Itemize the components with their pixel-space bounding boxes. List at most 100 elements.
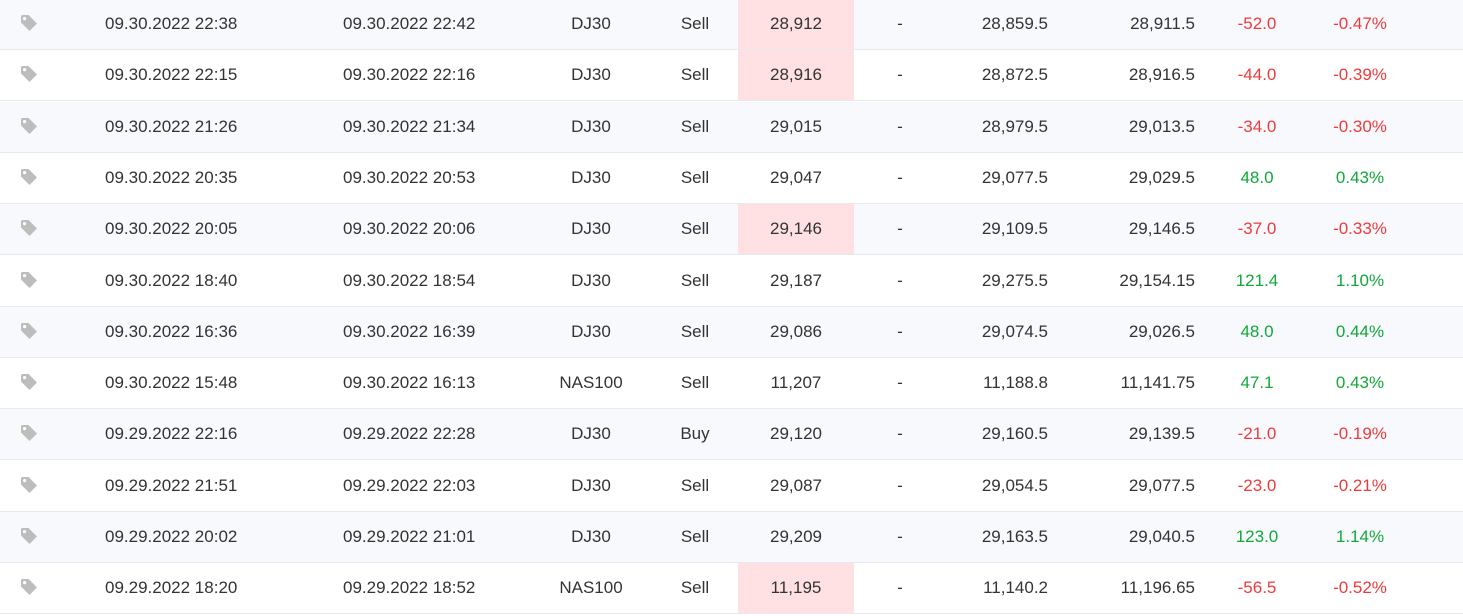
tag-button[interactable] bbox=[16, 307, 42, 357]
table-row[interactable]: 09.29.2022 20:02 09.29.2022 21:01 DJ30 Sell… bbox=[0, 512, 1463, 563]
tag-button[interactable] bbox=[16, 512, 42, 562]
open-price-cell: 11,207 bbox=[770, 373, 822, 393]
pips-cell: 48.0 bbox=[1240, 321, 1274, 341]
close-price-cell: 29,026.5 bbox=[1128, 321, 1195, 341]
open-price-cell: 29,087 bbox=[770, 475, 822, 495]
table-row[interactable]: 09.30.2022 16:36 09.30.2022 16:39 DJ30 Sell… bbox=[0, 306, 1463, 358]
tag-button[interactable] bbox=[16, 0, 42, 49]
symbol-cell: DJ30 bbox=[571, 116, 611, 136]
take-profit-cell: 28,872.5 bbox=[981, 65, 1048, 85]
table-row[interactable]: 09.29.2022 22:16 09.29.2022 22:28 DJ30 Buy 2… bbox=[0, 409, 1463, 461]
close-date-cell: 09.29.2022 22:28 bbox=[343, 424, 476, 444]
tag-icon bbox=[21, 220, 37, 237]
close-price-cell: 28,911.5 bbox=[1130, 14, 1195, 33]
close-date-cell: 09.30.2022 18:54 bbox=[343, 270, 476, 290]
table-row[interactable]: 09.30.2022 18:40 09.30.2022 18:54 DJ30 Sell… bbox=[0, 256, 1463, 307]
gain-cell: 0.43% bbox=[1335, 167, 1385, 187]
tag-icon bbox=[21, 117, 37, 134]
take-profit-cell: 29,109.5 bbox=[981, 219, 1048, 239]
open-price-cell: 11,195 bbox=[738, 563, 854, 614]
open-price-cell: 29,047 bbox=[770, 167, 822, 187]
symbol-cell: DJ30 bbox=[571, 167, 611, 187]
stop-loss-cell: - bbox=[897, 270, 903, 290]
stop-loss-cell: - bbox=[897, 14, 903, 33]
pips-cell: -52.0 bbox=[1237, 14, 1277, 33]
table-row[interactable]: 09.30.2022 20:35 09.30.2022 20:53 DJ30 Sell… bbox=[0, 153, 1463, 204]
gain-cell: 1.10% bbox=[1335, 270, 1385, 290]
table-row[interactable]: 09.30.2022 22:38 09.30.2022 22:42 DJ30 Sell… bbox=[0, 0, 1463, 50]
open-price-cell: 29,209 bbox=[770, 527, 822, 546]
close-price-cell: 29,029.5 bbox=[1128, 167, 1195, 187]
stop-loss-cell: - bbox=[897, 219, 903, 239]
tag-button[interactable] bbox=[16, 102, 42, 152]
open-date-cell: 09.30.2022 22:38 bbox=[105, 14, 238, 33]
stop-loss-cell: - bbox=[897, 424, 903, 444]
take-profit-cell: 29,160.5 bbox=[981, 424, 1048, 444]
tag-button[interactable] bbox=[16, 563, 42, 613]
close-date-cell: 09.29.2022 18:52 bbox=[343, 578, 476, 598]
symbol-cell: DJ30 bbox=[571, 527, 611, 546]
close-date-cell: 09.30.2022 20:53 bbox=[343, 167, 476, 187]
close-date-cell: 09.30.2022 21:34 bbox=[343, 116, 476, 136]
symbol-cell: DJ30 bbox=[571, 270, 611, 290]
symbol-cell: DJ30 bbox=[571, 424, 611, 444]
tag-button[interactable] bbox=[16, 204, 42, 254]
pips-cell: -23.0 bbox=[1237, 475, 1277, 495]
pips-cell: -21.0 bbox=[1237, 424, 1277, 444]
gain-cell: -0.39% bbox=[1333, 65, 1387, 85]
open-date-cell: 09.30.2022 16:36 bbox=[105, 321, 238, 341]
action-cell: Sell bbox=[680, 270, 710, 290]
tag-icon bbox=[21, 168, 37, 185]
tag-button[interactable] bbox=[16, 153, 42, 203]
stop-loss-cell: - bbox=[897, 578, 903, 598]
pips-cell: 121.4 bbox=[1235, 270, 1279, 290]
tag-icon bbox=[21, 579, 37, 596]
pips-cell: -44.0 bbox=[1237, 65, 1277, 85]
close-price-cell: 29,146.5 bbox=[1128, 219, 1195, 239]
table-row[interactable]: 09.29.2022 21:51 09.29.2022 22:03 DJ30 Sell… bbox=[0, 461, 1463, 512]
tag-button[interactable] bbox=[16, 358, 42, 408]
take-profit-cell: 29,275.5 bbox=[981, 270, 1048, 290]
table-row[interactable]: 09.30.2022 20:05 09.30.2022 20:06 DJ30 Sell… bbox=[0, 204, 1463, 256]
close-price-cell: 29,154.15 bbox=[1119, 270, 1195, 290]
tag-button[interactable] bbox=[16, 50, 42, 100]
open-date-cell: 09.30.2022 20:35 bbox=[105, 167, 238, 187]
open-date-cell: 09.29.2022 20:02 bbox=[105, 527, 238, 546]
gain-cell: -0.30% bbox=[1333, 116, 1387, 136]
stop-loss-cell: - bbox=[897, 527, 903, 546]
close-price-cell: 29,013.5 bbox=[1128, 116, 1195, 136]
action-cell: Sell bbox=[680, 475, 710, 495]
open-date-cell: 09.30.2022 15:48 bbox=[105, 373, 238, 393]
symbol-cell: DJ30 bbox=[571, 321, 611, 341]
gain-cell: -0.47% bbox=[1333, 14, 1387, 33]
gain-cell: 0.44% bbox=[1335, 321, 1385, 341]
take-profit-cell: 29,074.5 bbox=[981, 321, 1048, 341]
tag-button[interactable] bbox=[16, 409, 42, 459]
symbol-cell: NAS100 bbox=[559, 578, 623, 598]
open-date-cell: 09.30.2022 21:26 bbox=[105, 116, 238, 136]
take-profit-cell: 28,859.5 bbox=[981, 14, 1048, 33]
symbol-cell: DJ30 bbox=[571, 14, 611, 33]
table-row[interactable]: 09.30.2022 22:15 09.30.2022 22:16 DJ30 Sell… bbox=[0, 50, 1463, 102]
open-price-cell: 29,086 bbox=[770, 321, 822, 341]
tag-icon bbox=[21, 425, 37, 442]
tag-button[interactable] bbox=[16, 256, 42, 306]
tag-icon bbox=[21, 528, 37, 544]
action-cell: Buy bbox=[680, 424, 710, 444]
tag-icon bbox=[21, 374, 37, 391]
stop-loss-cell: - bbox=[897, 475, 903, 495]
symbol-cell: DJ30 bbox=[571, 65, 611, 85]
table-row[interactable]: 09.30.2022 21:26 09.30.2022 21:34 DJ30 Sell… bbox=[0, 101, 1463, 153]
open-date-cell: 09.29.2022 21:51 bbox=[105, 475, 238, 495]
close-date-cell: 09.30.2022 22:42 bbox=[343, 14, 476, 33]
pips-cell: -34.0 bbox=[1237, 116, 1277, 136]
tag-button[interactable] bbox=[16, 461, 42, 511]
pips-cell: 47.1 bbox=[1240, 373, 1274, 393]
gain-cell: -0.19% bbox=[1333, 424, 1387, 444]
gain-cell: -0.21% bbox=[1333, 475, 1387, 495]
action-cell: Sell bbox=[680, 116, 710, 136]
open-price-cell: 29,015 bbox=[770, 116, 822, 136]
table-row[interactable]: 09.29.2022 18:20 09.29.2022 18:52 NAS100 Se… bbox=[0, 563, 1463, 615]
table-row[interactable]: 09.30.2022 15:48 09.30.2022 16:13 NAS100 Se… bbox=[0, 358, 1463, 410]
